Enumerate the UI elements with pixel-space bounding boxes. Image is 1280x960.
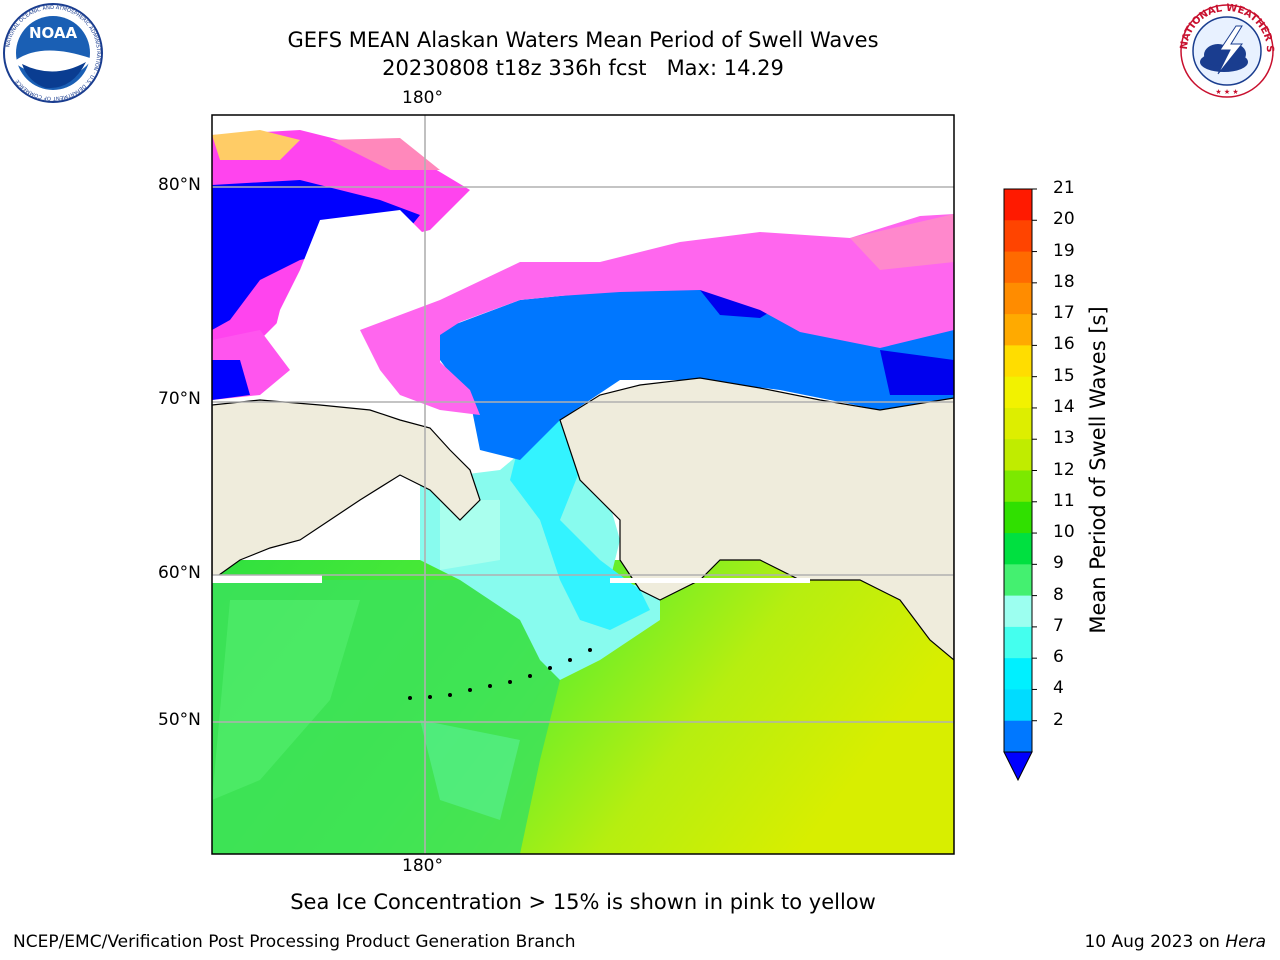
colorbar-tick-label: 10 <box>1053 522 1075 543</box>
sea-ice-pink-band <box>360 214 954 415</box>
sea-ice-note: Sea Ice Concentration > 15% is shown in … <box>290 890 876 914</box>
map-gridlines <box>212 115 954 854</box>
colorbar-segment <box>1004 658 1032 690</box>
colorbar-tick-label: 6 <box>1053 647 1064 668</box>
colorbar-tick-label: 9 <box>1053 553 1064 574</box>
title-line-2: 20230808 t18z 336h fcst Max: 14.29 <box>382 56 784 80</box>
colorbar-segment <box>1004 345 1032 378</box>
nws-logo: NATIONAL WEATHER SERVICE ★ ★ ★ <box>1176 2 1275 98</box>
colorbar-tick-label: 16 <box>1053 334 1075 355</box>
colorbar-segment <box>1004 407 1032 440</box>
map-border <box>211 114 955 855</box>
colorbar-tick-label: 19 <box>1053 240 1075 261</box>
colorbar-segment <box>1004 189 1032 221</box>
colorbar-tick-label: 7 <box>1053 615 1064 636</box>
footer-date: 10 Aug 2023 on Hera <box>1084 932 1266 952</box>
chart-title: GEFS MEAN Alaskan Waters Mean Period of … <box>183 26 983 82</box>
lat-label-70: 70°N <box>158 389 201 409</box>
title-line-1: GEFS MEAN Alaskan Waters Mean Period of … <box>287 28 879 52</box>
footer-date-text: 10 Aug 2023 on <box>1084 932 1226 952</box>
open-water-white <box>270 210 430 360</box>
colorbar-segment <box>1004 220 1032 253</box>
colorbar-label: Mean Period of Swell Waves [s] <box>1086 306 1110 634</box>
colorbar-tick-label: 21 <box>1053 178 1075 198</box>
colorbar-tick-label: 15 <box>1053 365 1075 386</box>
bottom-lon-label: 180° <box>402 856 443 876</box>
colorbar-segment <box>1004 689 1032 722</box>
colorbar-tick-label: 11 <box>1053 490 1075 511</box>
colorbar-tick-label: 14 <box>1053 396 1075 417</box>
colorbar-tick-label: 17 <box>1053 303 1075 324</box>
aleutian-islands <box>408 648 592 700</box>
colorbar-tick-label: 20 <box>1053 209 1075 230</box>
colorbar <box>1003 188 1037 782</box>
land-siberia <box>212 399 481 581</box>
top-lon-label: 180° <box>402 88 443 108</box>
noaa-logo: NOAA NATIONAL OCEANIC AND ATMOSPHERIC AD… <box>3 3 103 103</box>
svg-text:★ ★ ★: ★ ★ ★ <box>1215 88 1238 96</box>
colorbar-tick-label: 12 <box>1053 459 1075 480</box>
colorbar-tick-label: 18 <box>1053 271 1075 292</box>
lat-label-80: 80°N <box>158 175 201 195</box>
colorbar-tick-label: 2 <box>1053 709 1064 730</box>
colorbar-segment <box>1004 595 1032 628</box>
colorbar-segment <box>1004 470 1032 503</box>
noaa-logo-name: NOAA <box>29 24 78 42</box>
colorbar-extension <box>1003 751 1033 782</box>
land-alaska <box>559 377 954 661</box>
colorbar-segment <box>1004 282 1032 315</box>
footer-producer: NCEP/EMC/Verification Post Processing Pr… <box>13 932 576 952</box>
colorbar-tick-label: 8 <box>1053 584 1064 605</box>
colorbar-segment <box>1004 501 1032 534</box>
colorbar-segment <box>1004 626 1032 659</box>
colorbar-tick-label: 13 <box>1053 428 1075 449</box>
colorbar-segment <box>1004 314 1032 346</box>
colorbar-segment <box>1004 720 1032 753</box>
lat-label-50: 50°N <box>158 710 201 730</box>
lat-label-60: 60°N <box>158 563 201 583</box>
colorbar-segment <box>1004 376 1032 409</box>
footer-host: Hera <box>1225 932 1266 952</box>
colorbar-segment <box>1004 533 1032 565</box>
colorbar-segment <box>1004 251 1032 284</box>
colorbar-segment <box>1004 564 1032 597</box>
colorbar-tick-label: 4 <box>1053 678 1064 699</box>
colorbar-segment <box>1004 439 1032 471</box>
